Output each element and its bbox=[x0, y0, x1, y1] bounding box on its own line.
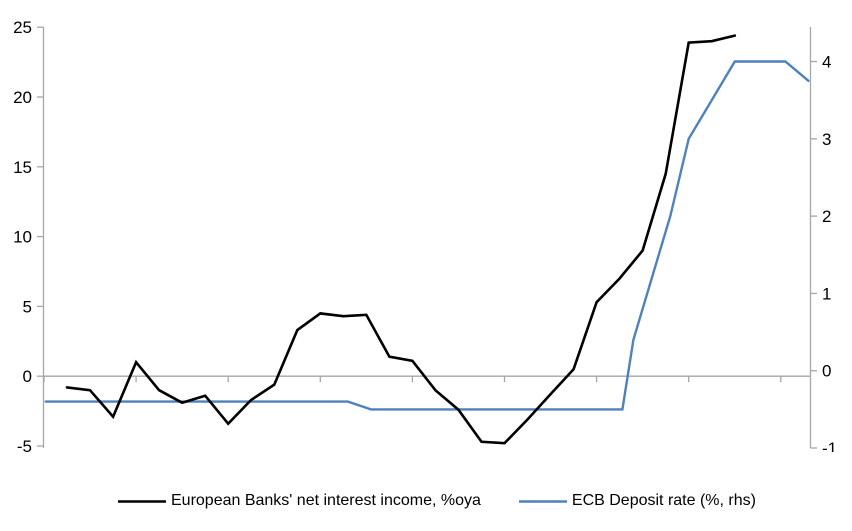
legend-item-ecb-rate: ECB Deposit rate (%, rhs) bbox=[518, 492, 756, 510]
legend-label-nii: European Banks' net interest income, %oy… bbox=[171, 492, 481, 509]
left-axis-tick-label: 0 bbox=[23, 367, 32, 386]
left-axis-tick-label: 15 bbox=[13, 158, 32, 177]
right-axis-tick-label: 4 bbox=[822, 53, 831, 72]
right-axis-tick-label: 3 bbox=[822, 130, 831, 149]
nii-series-line bbox=[65, 34, 737, 445]
right-axis-tick-label: 0 bbox=[822, 362, 831, 381]
right-axis-tick-label: -1 bbox=[822, 439, 837, 452]
left-axis-tick-label: 10 bbox=[13, 228, 32, 247]
nii-line-swatch-icon bbox=[118, 499, 166, 503]
left-axis-tick-label: 25 bbox=[13, 18, 32, 37]
ecb-rate-series-line bbox=[44, 60, 810, 411]
right-axis-tick-label: 1 bbox=[822, 284, 831, 303]
legend-item-nii: European Banks' net interest income, %oy… bbox=[118, 492, 481, 510]
left-axis-tick-label: 5 bbox=[23, 297, 32, 316]
legend-label-ecb-rate: ECB Deposit rate (%, rhs) bbox=[571, 492, 756, 509]
right-axis-tick-label: 2 bbox=[822, 207, 831, 226]
left-axis-tick-label: 20 bbox=[13, 88, 32, 107]
ecb-rate-line-swatch-icon bbox=[518, 499, 567, 503]
left-axis-tick-label: -5 bbox=[17, 437, 32, 452]
chart-legend: European Banks' net interest income, %oy… bbox=[118, 492, 756, 510]
